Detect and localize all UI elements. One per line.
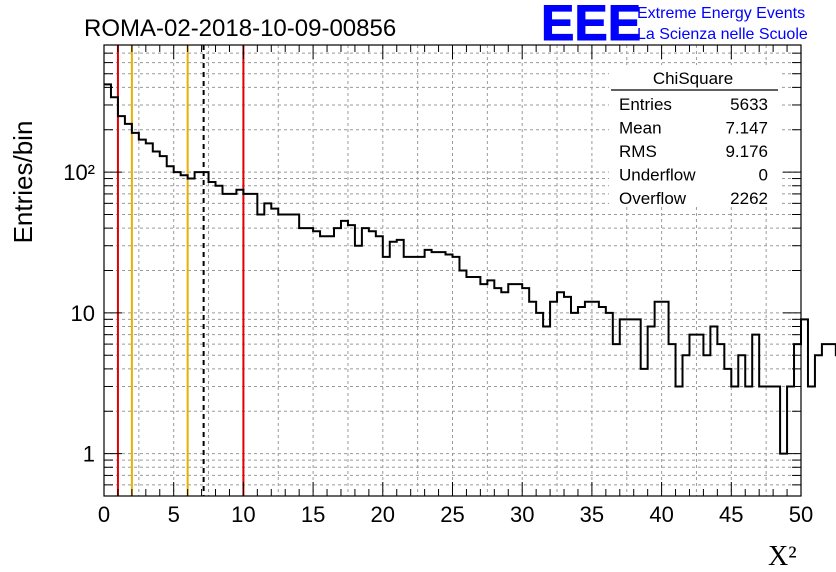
- eee-logo: EEE Extreme Energy Events La Scienza nel…: [541, 0, 808, 52]
- stats-value: 7.147: [725, 119, 768, 138]
- y-axis: 1 10 10²: [63, 44, 801, 497]
- y-tick-label: 10: [71, 301, 95, 326]
- stats-label: Mean: [619, 119, 662, 138]
- marker-lines: [116, 45, 245, 496]
- stats-box-background: [609, 65, 779, 205]
- x-axis: 0 5 10 15 20 25 30 35 40 45 50: [98, 45, 813, 527]
- y-axis-label: Entries/bin: [8, 121, 38, 244]
- x-tick-label: 20: [371, 502, 395, 527]
- logo-text: EEE: [541, 0, 641, 51]
- x-tick-label: 25: [440, 502, 464, 527]
- chart-title: ROMA-02-2018-10-09-00856: [84, 15, 396, 42]
- stats-box: ChiSquare Entries 5633 Mean 7.147 RMS 9.176 Un…: [609, 65, 779, 208]
- x-axis-label: X²: [768, 541, 797, 572]
- stats-value: 9.176: [725, 142, 768, 161]
- stats-label: Overflow: [619, 189, 687, 208]
- y-tick-label: 1: [83, 442, 95, 467]
- histogram-line: [104, 83, 836, 455]
- x-tick-label: 10: [231, 502, 255, 527]
- stats-value: 5633: [730, 95, 768, 114]
- stats-value: 0: [759, 166, 768, 185]
- x-tick-label: 45: [719, 502, 743, 527]
- x-tick-label: 15: [301, 502, 325, 527]
- x-tick-label: 0: [98, 502, 110, 527]
- stats-label: Entries: [619, 95, 672, 114]
- x-tick-label: 50: [789, 502, 813, 527]
- x-tick-label: 40: [649, 502, 673, 527]
- stats-label: RMS: [619, 142, 657, 161]
- logo-line2: La Scienza nelle Scuole: [637, 26, 808, 43]
- x-tick-label: 5: [168, 502, 180, 527]
- logo-line1: Extreme Energy Events: [637, 5, 805, 22]
- stats-value: 2262: [730, 189, 768, 208]
- x-tick-label: 30: [510, 502, 534, 527]
- stats-rows: Entries 5633 Mean 7.147 RMS 9.176 Underflow 0 Ov…: [619, 95, 768, 208]
- y-tick-label: 10²: [63, 160, 95, 185]
- stats-label: Underflow: [619, 166, 696, 185]
- stats-title: ChiSquare: [653, 69, 733, 88]
- x-tick-label: 35: [580, 502, 604, 527]
